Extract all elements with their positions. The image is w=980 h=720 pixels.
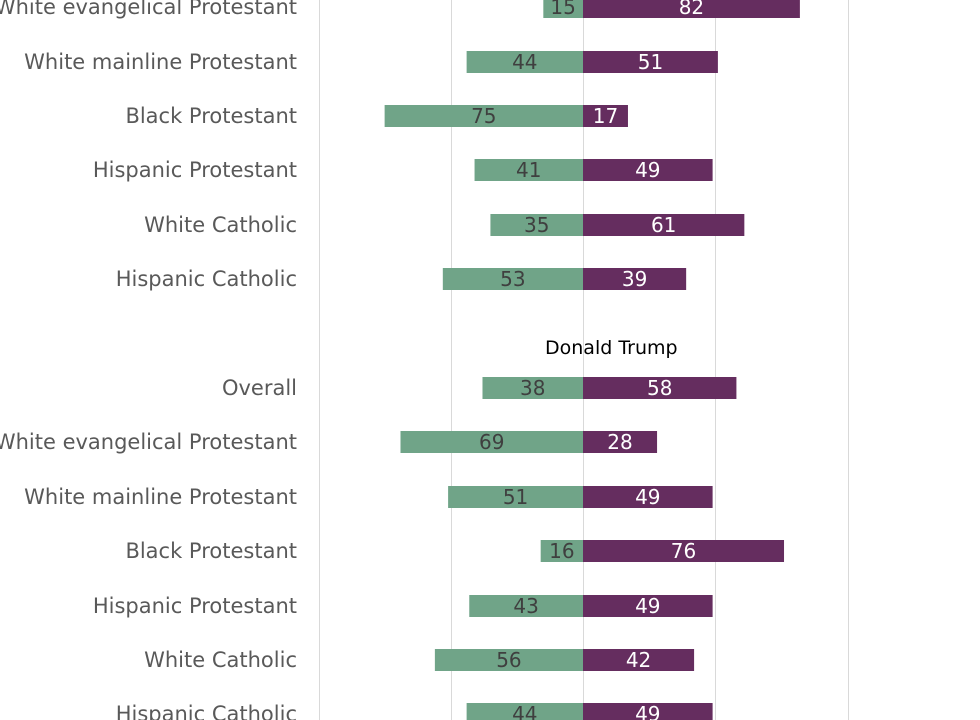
bar-right bbox=[583, 540, 785, 562]
bar-left bbox=[540, 540, 583, 562]
bar-left bbox=[482, 377, 583, 399]
data-label-right: 49 bbox=[635, 485, 660, 509]
bar-left bbox=[448, 486, 583, 508]
bar-right bbox=[583, 431, 658, 453]
data-label-left: 53 bbox=[500, 267, 525, 291]
bar-right bbox=[583, 0, 800, 18]
data-label-left: 44 bbox=[512, 50, 537, 74]
bar-left bbox=[474, 159, 583, 181]
category-label: White evangelical Protestant bbox=[0, 0, 297, 19]
bar-right bbox=[583, 377, 737, 399]
category-label: White mainline Protestant bbox=[24, 485, 297, 509]
data-label-right: 28 bbox=[607, 430, 632, 454]
bar-left bbox=[466, 51, 583, 73]
data-label-right: 58 bbox=[647, 376, 672, 400]
data-label-right: 61 bbox=[651, 213, 676, 237]
category-label: Black Protestant bbox=[125, 104, 297, 128]
data-label-left: 69 bbox=[479, 430, 504, 454]
bar-right bbox=[583, 268, 687, 290]
data-label-left: 16 bbox=[549, 539, 574, 563]
data-label-left: 41 bbox=[516, 158, 541, 182]
bar-left bbox=[434, 649, 583, 671]
bar-right bbox=[583, 595, 713, 617]
data-label-left: 43 bbox=[513, 594, 538, 618]
bar-left bbox=[384, 105, 583, 127]
data-label-left: 38 bbox=[520, 376, 545, 400]
category-label: White mainline Protestant bbox=[24, 50, 297, 74]
bar-right bbox=[583, 105, 628, 127]
bar-left bbox=[469, 595, 583, 617]
bars bbox=[384, 0, 800, 720]
data-label-right: 82 bbox=[679, 0, 704, 19]
data-label-left: 75 bbox=[471, 104, 496, 128]
bar-left bbox=[466, 703, 583, 720]
data-label-right: 49 bbox=[635, 702, 660, 720]
category-label: Hispanic Protestant bbox=[93, 158, 297, 182]
data-label-left: 56 bbox=[496, 648, 521, 672]
category-label: Hispanic Catholic bbox=[116, 267, 297, 291]
category-label: White evangelical Protestant bbox=[0, 430, 297, 454]
bar-left bbox=[490, 214, 583, 236]
bar-right bbox=[583, 51, 718, 73]
data-label-right: 39 bbox=[622, 267, 647, 291]
data-label-right: 51 bbox=[638, 50, 663, 74]
bar-left bbox=[400, 431, 583, 453]
data-label-left: 35 bbox=[524, 213, 549, 237]
data-label-right: 17 bbox=[593, 104, 618, 128]
category-label: White Catholic bbox=[144, 648, 297, 672]
data-label-right: 49 bbox=[635, 594, 660, 618]
category-label: Black Protestant bbox=[125, 539, 297, 563]
data-label-right: 76 bbox=[671, 539, 696, 563]
data-label-left: 15 bbox=[550, 0, 575, 19]
bar-left bbox=[543, 0, 583, 18]
data-label-left: 51 bbox=[503, 485, 528, 509]
bar-right bbox=[583, 649, 695, 671]
bar-left bbox=[442, 268, 583, 290]
bar-right bbox=[583, 486, 713, 508]
data-label-right: 42 bbox=[626, 648, 651, 672]
bar-right bbox=[583, 159, 713, 181]
category-label: Hispanic Protestant bbox=[93, 594, 297, 618]
labels: White evangelical Protestant 15 82 White ma… bbox=[0, 0, 704, 720]
category-label: White Catholic bbox=[144, 213, 297, 237]
data-label-right: 49 bbox=[635, 158, 660, 182]
bar-right bbox=[583, 214, 745, 236]
section-title: Donald Trump bbox=[545, 337, 678, 359]
category-label: Overall bbox=[222, 376, 297, 400]
bar-right bbox=[583, 703, 713, 720]
category-label: Hispanic Catholic bbox=[116, 702, 297, 720]
data-label-left: 44 bbox=[512, 702, 537, 720]
